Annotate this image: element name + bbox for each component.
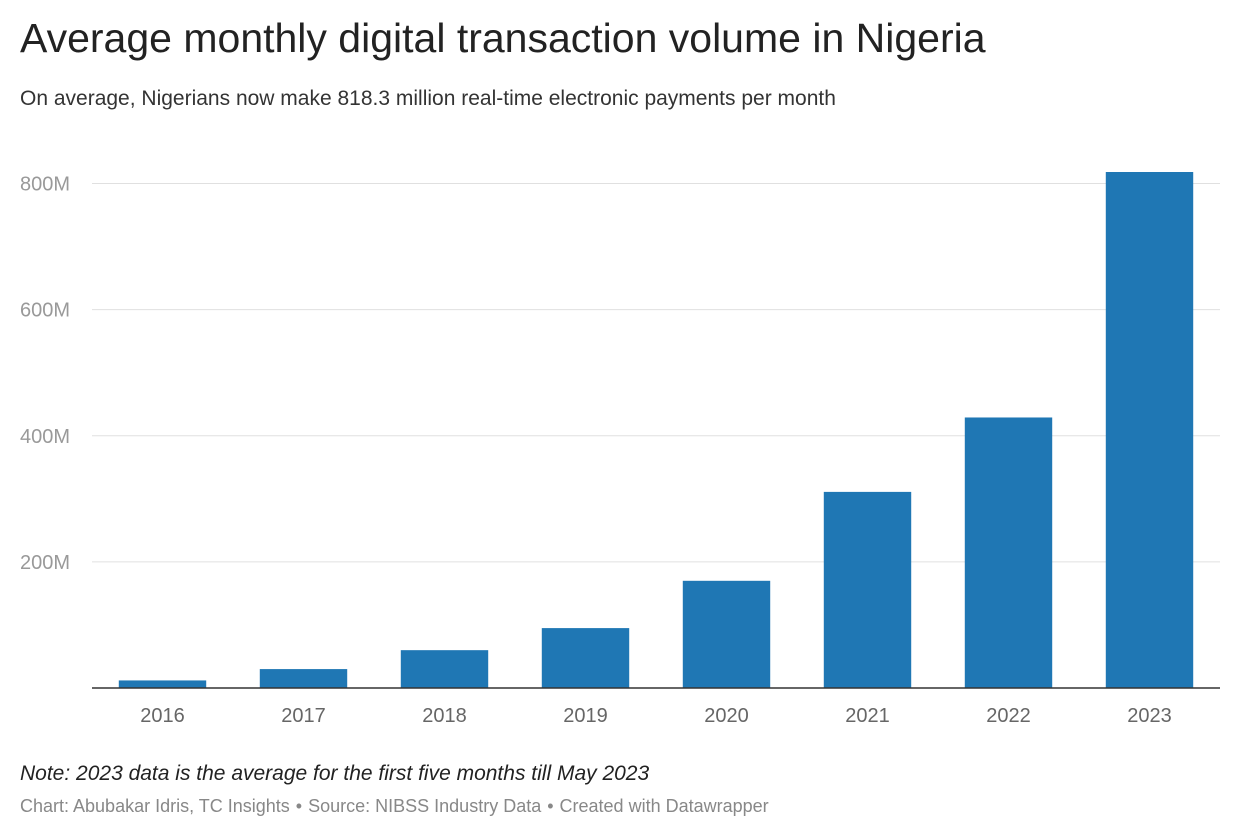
chart-title: Average monthly digital transaction volu… <box>20 15 986 61</box>
x-tick-label: 2019 <box>563 705 608 727</box>
x-tick-label: 2018 <box>422 705 467 727</box>
bar-2019 <box>541 628 630 688</box>
x-tick-label: 2022 <box>986 705 1031 727</box>
x-tick-label: 2017 <box>281 705 326 727</box>
chart-credit: Chart: Abubakar Idris, TC Insights • Sourc… <box>20 794 769 818</box>
chart-subtitle: On average, Nigerians now make 818.3 mil… <box>20 87 836 110</box>
y-tick-label: 200M <box>20 552 70 574</box>
credit-source: Source: NIBSS Industry Data <box>308 796 542 816</box>
x-tick-label: 2016 <box>140 705 185 727</box>
credit-separator: • <box>547 796 554 816</box>
y-tick-label: 600M <box>20 300 70 322</box>
credit-separator: • <box>295 796 303 816</box>
bar-2018 <box>400 650 489 688</box>
bar-2021 <box>823 491 912 688</box>
credit-tool: Created with Datawrapper <box>559 796 769 816</box>
bar-2020 <box>682 580 771 688</box>
bar-chart: 200M 400M 600M 800M 2016 2017 2018 2019 2020 2021… <box>20 172 1220 727</box>
bar-2017 <box>259 669 348 688</box>
chart-note: Note: 2023 data is the average for the f… <box>20 762 650 785</box>
bar-2023 <box>1105 172 1194 688</box>
credit-chart-author: Chart: Abubakar Idris, TC Insights <box>20 796 290 816</box>
y-tick-label: 400M <box>20 426 70 448</box>
bar-2022 <box>964 417 1053 688</box>
x-tick-label: 2023 <box>1127 705 1172 727</box>
bar-2016 <box>118 680 207 688</box>
x-tick-label: 2020 <box>704 705 749 727</box>
x-tick-label: 2021 <box>845 705 890 727</box>
y-tick-label: 800M <box>20 174 70 196</box>
